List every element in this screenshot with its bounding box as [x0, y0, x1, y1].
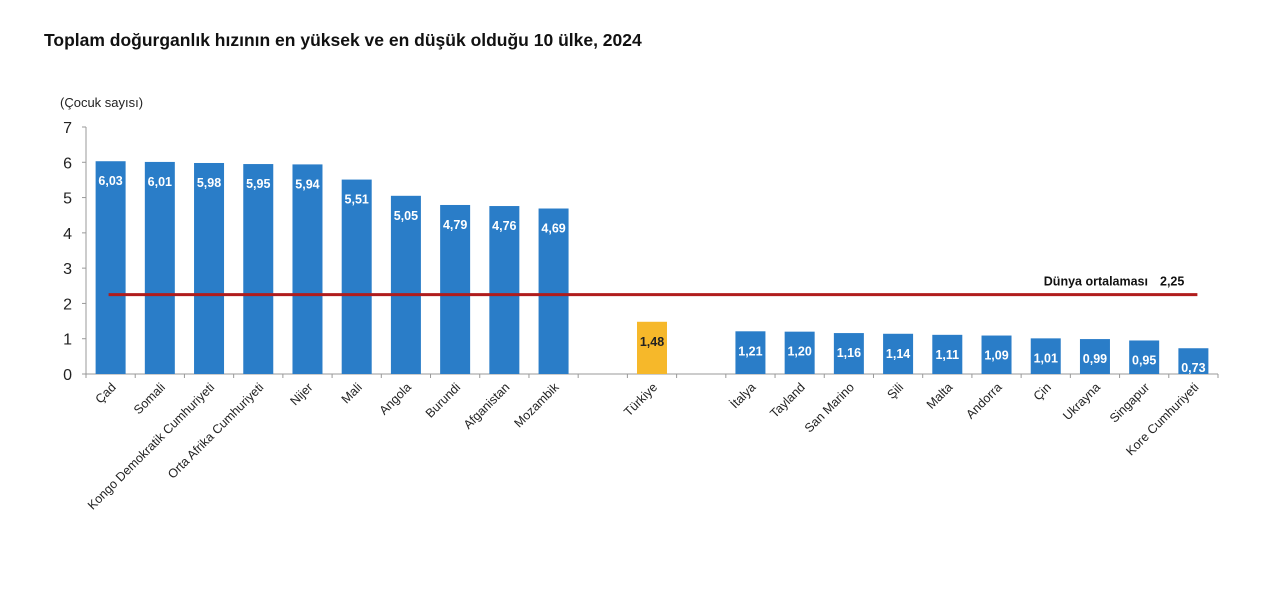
reference-line-value: 2,25	[1160, 275, 1184, 289]
y-tick-label: 3	[63, 261, 72, 278]
x-tick-label: Andorra	[963, 380, 1004, 421]
x-tick-label: Şili	[885, 380, 907, 402]
x-tick-label: Singapur	[1107, 380, 1152, 425]
y-tick-label: 2	[63, 296, 72, 313]
bar-22	[1129, 340, 1160, 374]
bar-5	[292, 164, 323, 374]
y-tick-label: 4	[63, 226, 72, 243]
y-tick-label: 0	[63, 367, 72, 384]
x-tick-label: Mozambik	[512, 380, 563, 431]
bar-20	[1030, 338, 1061, 374]
bar-18	[932, 334, 963, 374]
bar-23	[1178, 348, 1209, 374]
data-label: 1,11	[935, 348, 959, 362]
data-label: 4,69	[541, 222, 565, 236]
bar-3	[194, 162, 225, 374]
x-tick-label: Somali	[131, 380, 168, 417]
y-tick-label: 5	[63, 191, 72, 208]
x-tick-label: Türkiye	[621, 380, 660, 419]
data-label: 5,95	[246, 177, 270, 191]
data-label: 1,16	[837, 346, 861, 360]
bar-2	[144, 161, 175, 374]
bar-7	[390, 195, 421, 374]
data-label: 1,20	[787, 345, 811, 359]
bar-16	[833, 333, 864, 374]
y-tick-label: 7	[63, 120, 72, 137]
x-tick-label: Angola	[377, 380, 414, 417]
data-label: 5,94	[295, 177, 319, 191]
data-label: 6,03	[98, 174, 122, 188]
data-label: 1,01	[1034, 351, 1058, 365]
x-tick-label: Afganistan	[461, 380, 513, 432]
bar-21	[1079, 339, 1110, 374]
chart-title: Toplam doğurganlık hızının en yüksek ve …	[44, 30, 642, 50]
data-label: 0,73	[1181, 361, 1205, 375]
bar-14	[735, 331, 766, 374]
x-tick-label: Tayland	[767, 380, 807, 420]
x-tick-label: Nijer	[288, 380, 316, 408]
x-tick-label: Mali	[339, 380, 365, 406]
data-label: 5,51	[345, 193, 369, 207]
reference-line-label: Dünya ortalaması	[1044, 275, 1148, 289]
data-label: 1,14	[886, 347, 910, 361]
data-label: 4,76	[492, 219, 516, 233]
data-label: 0,95	[1132, 353, 1156, 367]
x-tick-label: Burundi	[423, 380, 463, 420]
bar-1	[95, 161, 126, 374]
data-label: 6,01	[148, 175, 172, 189]
y-tick-label: 1	[63, 332, 72, 349]
data-label: 5,05	[394, 209, 418, 223]
bar-15	[784, 331, 815, 374]
bar-12	[637, 321, 667, 374]
x-tick-label: Çad	[93, 380, 119, 406]
bar-17	[883, 333, 914, 374]
y-axis-label: (Çocuk sayısı)	[60, 95, 143, 110]
x-tick-label: Ukrayna	[1060, 380, 1103, 423]
data-label: 4,79	[443, 218, 467, 232]
data-label: 5,98	[197, 176, 221, 190]
bar-6	[341, 179, 372, 374]
bar-8	[440, 204, 471, 374]
x-tick-label: İtalya	[728, 380, 759, 411]
bar-10	[538, 208, 569, 374]
y-tick-label: 6	[63, 155, 72, 172]
bar-19	[981, 335, 1012, 374]
data-label: 0,99	[1083, 352, 1107, 366]
x-tick-label: San Marino	[802, 380, 857, 435]
data-label: 1,09	[984, 349, 1008, 363]
bar-4	[243, 164, 274, 374]
data-label: 1,48	[640, 335, 664, 349]
x-tick-label: Orta Afrika Cumhuriyeti	[165, 380, 266, 481]
x-tick-label: Malta	[924, 380, 956, 412]
data-label: 1,21	[738, 344, 762, 358]
x-tick-label: Çin	[1031, 380, 1054, 403]
bar-9	[489, 206, 520, 374]
